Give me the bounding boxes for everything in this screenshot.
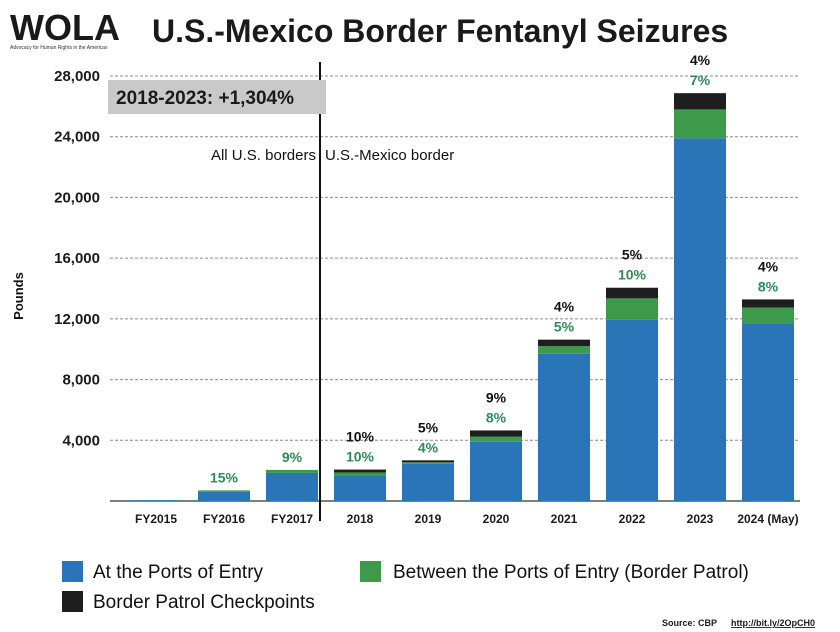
- legend: At the Ports of Entry Between the Ports …: [62, 561, 749, 613]
- y-tick-label: 24,000: [54, 129, 100, 146]
- between-percent-label: 7%: [690, 72, 711, 88]
- checkpoint-percent-label: 10%: [346, 429, 375, 445]
- checkpoint-percent-label: 4%: [758, 258, 779, 274]
- bar-segment: [470, 442, 522, 501]
- bar-segment: [470, 430, 522, 436]
- bar-segment: [402, 462, 454, 464]
- x-tick-label: 2023: [687, 512, 714, 526]
- legend-swatch-between: [360, 561, 381, 582]
- bar-segment: [266, 470, 318, 473]
- between-percent-label: 5%: [554, 319, 575, 335]
- between-percent-label: 10%: [346, 449, 375, 465]
- bar-segment: [606, 288, 658, 299]
- bar-segment: [538, 340, 590, 347]
- x-tick-label: FY2016: [203, 512, 245, 526]
- chart-title: U.S.-Mexico Border Fentanyl Seizures: [152, 13, 728, 49]
- between-percent-label: 8%: [758, 278, 779, 294]
- x-tick-label: FY2017: [271, 512, 313, 526]
- bar-segment: [266, 473, 318, 501]
- legend-item-checkpoints: Border Patrol Checkpoints: [62, 591, 315, 613]
- bar-segment: [674, 93, 726, 109]
- legend-label-checkpoints: Border Patrol Checkpoints: [93, 592, 315, 613]
- legend-swatch-ports: [62, 561, 83, 582]
- bar-segment: [334, 475, 386, 501]
- bar-segment: [606, 320, 658, 501]
- checkpoint-percent-label: 5%: [418, 419, 439, 435]
- x-tick-label: 2020: [483, 512, 510, 526]
- bar-segment: [402, 464, 454, 501]
- x-tick-labels: FY2015 FY2016 FY2017 2018 2019 2020 2021 2022 20…: [135, 512, 799, 526]
- checkpoint-percent-label: 4%: [554, 299, 575, 315]
- source-note: Source: CBP http://bit.ly/2OpCH0: [662, 618, 815, 628]
- checkpoint-percent-label: 4%: [690, 52, 711, 68]
- checkpoint-percent-label: 5%: [622, 247, 643, 263]
- x-tick-label: 2022: [619, 512, 646, 526]
- between-percent-label: 9%: [282, 449, 303, 465]
- legend-item-ports: At the Ports of Entry: [62, 561, 264, 583]
- left-region-label: All U.S. borders: [211, 147, 316, 164]
- bar-segment: [742, 299, 794, 307]
- source-link[interactable]: http://bit.ly/2OpCH0: [731, 618, 815, 628]
- y-tick-label: 8,000: [62, 372, 100, 389]
- legend-item-between: Between the Ports of Entry (Border Patro…: [360, 561, 749, 583]
- y-tick-label: 16,000: [54, 250, 100, 267]
- bar-segment: [334, 472, 386, 475]
- between-percent-label: 15%: [210, 469, 239, 485]
- y-tick-label: 28,000: [54, 68, 100, 85]
- logo-tagline: Advocacy for Human Rights in the America…: [10, 45, 108, 51]
- legend-swatch-checkpoints: [62, 591, 83, 612]
- right-region-label: U.S.-Mexico border: [325, 147, 454, 164]
- x-tick-label: FY2015: [135, 512, 177, 526]
- bar-segment: [470, 436, 522, 441]
- bar-segment: [198, 492, 250, 501]
- bar-segment: [606, 298, 658, 319]
- bar-segment: [674, 109, 726, 138]
- between-percent-label: 8%: [486, 409, 507, 425]
- y-axis-label: Pounds: [11, 272, 26, 320]
- x-tick-label: 2024 (May): [737, 512, 798, 526]
- between-percent-label: 4%: [418, 439, 439, 455]
- x-tick-label: 2019: [415, 512, 442, 526]
- logo-wordmark: WOLA: [10, 7, 120, 48]
- bar-segment: [402, 460, 454, 462]
- y-tick-label: 12,000: [54, 311, 100, 328]
- bar-segment: [130, 500, 182, 501]
- bar-segment: [742, 307, 794, 323]
- bar-segment: [538, 354, 590, 501]
- wola-logo: WOLA Advocacy for Human Rights in the Am…: [10, 7, 120, 51]
- y-tick-label: 20,000: [54, 189, 100, 206]
- bar-segment: [538, 346, 590, 354]
- bar-segment: [334, 470, 386, 473]
- legend-label-ports: At the Ports of Entry: [93, 562, 264, 583]
- checkpoint-percent-label: 9%: [486, 389, 507, 405]
- growth-text: 2018-2023: +1,304%: [116, 88, 294, 109]
- y-tick-labels: 4,000 8,000 12,000 16,000 20,000 24,000 28,000: [54, 68, 100, 449]
- between-percent-label: 10%: [618, 267, 647, 283]
- growth-annotation: 2018-2023: +1,304%: [108, 80, 326, 114]
- x-tick-label: 2021: [551, 512, 578, 526]
- bar-segment: [742, 323, 794, 501]
- bar-segment: [674, 138, 726, 501]
- y-tick-label: 4,000: [62, 432, 100, 449]
- x-tick-label: 2018: [347, 512, 374, 526]
- legend-label-between: Between the Ports of Entry (Border Patro…: [393, 562, 749, 583]
- source-label: Source: CBP: [662, 618, 717, 628]
- bar-segment: [198, 490, 250, 492]
